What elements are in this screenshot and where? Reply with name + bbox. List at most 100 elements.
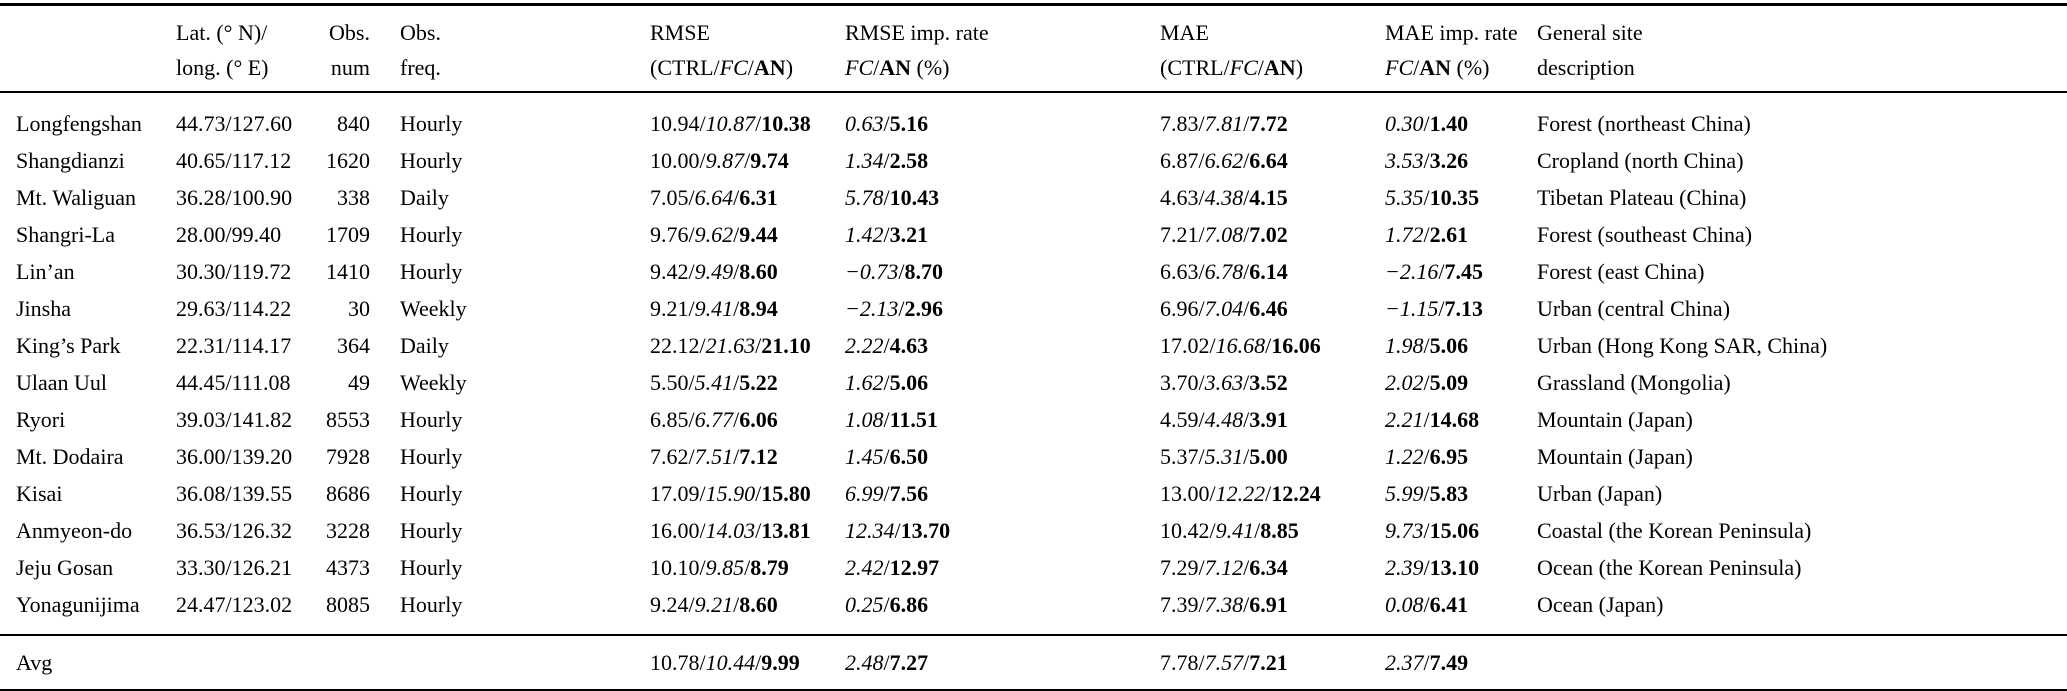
table-row: Jeju Gosan 33.30/126.21 4373 Hourly 10.10/9.… — [0, 549, 2067, 586]
cell-rmse_imp: −0.73/8.70 — [845, 259, 943, 284]
cell-description: Urban (central China) — [1537, 296, 1731, 321]
cell-latlong — [176, 635, 310, 691]
cell-mae_imp: 5.35/10.35 — [1385, 185, 1480, 210]
table-row: Kisai 36.08/139.55 8686 Hourly 17.09/15.90/1… — [0, 475, 2067, 512]
cell-rmse: 7.62/7.51/7.12 — [650, 444, 778, 469]
cell-rmse_imp: 1.62/5.06 — [845, 370, 929, 395]
cell-mae_imp: 1.72/2.61 — [1385, 222, 1469, 247]
cell-rmse_imp: 6.99/7.56 — [845, 481, 929, 506]
cell-rmse_imp: 1.08/11.51 — [845, 407, 938, 432]
cell-obs_num: 338 — [337, 185, 370, 210]
cell-rmse: 7.05/6.64/6.31 — [650, 185, 778, 210]
cell-mae_imp: 5.99/5.83 — [1385, 481, 1469, 506]
cell-rmse_imp: 1.45/6.50 — [845, 444, 929, 469]
cell-mae: 7.29/7.12/6.34 — [1160, 555, 1288, 580]
cell-latlong: 44.73/127.60 — [176, 111, 293, 136]
cell-description: Forest (east China) — [1537, 259, 1705, 284]
cell-description: Mountain (Japan) — [1537, 444, 1693, 469]
cell-mae: 4.59/4.48/3.91 — [1160, 407, 1288, 432]
cell-site: Shangri-La — [16, 222, 115, 247]
cell-mae_imp: −1.15/7.13 — [1385, 296, 1483, 321]
table-body: Longfengshan 44.73/127.60 840 Hourly 10.94/1… — [0, 92, 2067, 635]
cell-rmse: 10.94/10.87/10.38 — [650, 111, 811, 136]
cell-mae_imp: 1.22/6.95 — [1385, 444, 1469, 469]
cell-rmse: 10.00/9.87/9.74 — [650, 148, 789, 173]
cell-obs_num: 840 — [337, 111, 370, 136]
table-row: Jinsha 29.63/114.22 30 Weekly 9.21/9.41/8.94… — [0, 290, 2067, 327]
cell-description: Ocean (Japan) — [1537, 592, 1664, 617]
cell-mae_imp: 9.73/15.06 — [1385, 518, 1480, 543]
cell-mae: 6.63/6.78/6.14 — [1160, 259, 1288, 284]
cell-obs_freq: Hourly — [400, 444, 463, 469]
cell-obs_num: 8686 — [326, 481, 370, 506]
col-header-mae_imp: MAE imp. rate FC/AN (%) — [1385, 20, 1518, 80]
cell-mae: 3.70/3.63/3.52 — [1160, 370, 1288, 395]
cell-obs_freq: Weekly — [400, 370, 467, 395]
cell-latlong: 36.53/126.32 — [176, 518, 293, 543]
cell-rmse: 9.24/9.21/8.60 — [650, 592, 778, 617]
cell-rmse_imp: 2.42/12.97 — [845, 555, 940, 580]
cell-obs_freq: Hourly — [400, 592, 463, 617]
cell-rmse: 16.00/14.03/13.81 — [650, 518, 811, 543]
cell-rmse: 9.42/9.49/8.60 — [650, 259, 778, 284]
cell-rmse: 17.09/15.90/15.80 — [650, 481, 811, 506]
table-row: Shangdianzi 40.65/117.12 1620 Hourly 10.00/9… — [0, 142, 2067, 179]
cell-site: Mt. Waliguan — [16, 185, 137, 210]
table-row: Ulaan Uul 44.45/111.08 49 Weekly 5.50/5.41/5… — [0, 364, 2067, 401]
cell-latlong: 28.00/99.40 — [176, 222, 282, 247]
cell-mae: 4.63/4.38/4.15 — [1160, 185, 1288, 210]
cell-obs_num: 7928 — [326, 444, 370, 469]
cell-description: Coastal (the Korean Peninsula) — [1537, 518, 1812, 543]
cell-rmse_imp: 5.78/10.43 — [845, 185, 940, 210]
cell-mae_imp: −2.16/7.45 — [1385, 259, 1483, 284]
cell-site: Longfengshan — [16, 111, 142, 136]
site-statistics-table: Lat. (° N)/long. (° E) Obs. num Obs. freq. RM… — [0, 3, 2067, 691]
cell-site: Yonagunijima — [16, 592, 140, 617]
cell-site: Ulaan Uul — [16, 370, 108, 395]
cell-description: Urban (Japan) — [1537, 481, 1663, 506]
cell-obs_num: 8553 — [326, 407, 370, 432]
cell-obs_num: 8085 — [326, 592, 370, 617]
cell-rmse_imp: 1.34/2.58 — [845, 148, 929, 173]
col-header-rmse_imp: RMSE imp. rate FC/AN (%) — [845, 20, 989, 80]
cell-obs_freq: Hourly — [400, 148, 463, 173]
cell-mae: 7.78/7.57/7.21 — [1160, 650, 1288, 675]
cell-description: Cropland (north China) — [1537, 148, 1744, 173]
cell-mae_imp: 3.53/3.26 — [1385, 148, 1469, 173]
cell-obs_num: 1620 — [326, 148, 370, 173]
col-header-obs_num: Obs. num — [329, 20, 370, 80]
cell-mae_imp: 2.37/7.49 — [1385, 650, 1469, 675]
cell-obs_num: 49 — [348, 370, 370, 395]
cell-rmse: 10.10/9.85/8.79 — [650, 555, 789, 580]
cell-description: Urban (Hong Kong SAR, China) — [1537, 333, 1828, 358]
cell-description: Mountain (Japan) — [1537, 407, 1693, 432]
cell-obs_freq: Hourly — [400, 222, 463, 247]
cell-description: Tibetan Plateau (China) — [1537, 185, 1747, 210]
cell-obs_num — [310, 635, 372, 691]
col-header-description: General site description — [1537, 20, 1643, 80]
cell-mae: 7.83/7.81/7.72 — [1160, 111, 1288, 136]
cell-mae_imp: 1.98/5.06 — [1385, 333, 1469, 358]
col-header-latlong: Lat. (° N)/long. (° E) — [176, 20, 269, 80]
cell-latlong: 24.47/123.02 — [176, 592, 293, 617]
cell-obs_freq: Hourly — [400, 259, 463, 284]
cell-obs_freq: Daily — [400, 333, 449, 358]
cell-rmse: 9.21/9.41/8.94 — [650, 296, 778, 321]
col-header-mae: MAE (CTRL/FC/AN) — [1160, 20, 1304, 80]
avg-row: Avg 10.78/10.44/9.99 2.48/7.27 7.78/7.57/7.… — [0, 635, 2067, 691]
cell-mae_imp: 0.30/1.40 — [1385, 111, 1469, 136]
cell-mae: 13.00/12.22/12.24 — [1160, 481, 1321, 506]
cell-obs_freq: Hourly — [400, 481, 463, 506]
cell-obs_freq: Hourly — [400, 518, 463, 543]
cell-latlong: 30.30/119.72 — [176, 259, 292, 284]
cell-obs_num: 4373 — [326, 555, 370, 580]
cell-site: Jinsha — [16, 296, 71, 321]
cell-latlong: 44.45/111.08 — [176, 370, 291, 395]
cell-site: Avg — [16, 650, 53, 675]
cell-obs_num: 30 — [348, 296, 370, 321]
cell-latlong: 33.30/126.21 — [176, 555, 293, 580]
header-row: Lat. (° N)/long. (° E) Obs. num Obs. freq. RM… — [0, 5, 2067, 92]
col-header-obs_freq: Obs. freq. — [400, 20, 441, 80]
cell-mae: 6.96/7.04/6.46 — [1160, 296, 1288, 321]
cell-description: Forest (southeast China) — [1537, 222, 1753, 247]
